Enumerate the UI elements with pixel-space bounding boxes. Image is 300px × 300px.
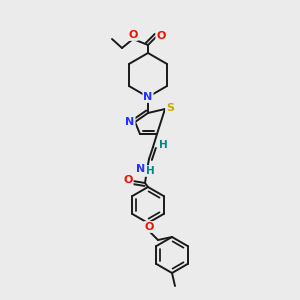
Text: H: H	[146, 166, 154, 176]
Text: O: O	[123, 175, 133, 185]
Text: N: N	[143, 92, 153, 102]
Text: N: N	[125, 117, 135, 127]
Text: H: H	[159, 140, 167, 150]
Text: O: O	[156, 31, 166, 41]
Text: O: O	[144, 222, 154, 232]
Text: S: S	[166, 103, 174, 113]
Text: O: O	[128, 30, 138, 40]
Text: N: N	[136, 164, 146, 174]
